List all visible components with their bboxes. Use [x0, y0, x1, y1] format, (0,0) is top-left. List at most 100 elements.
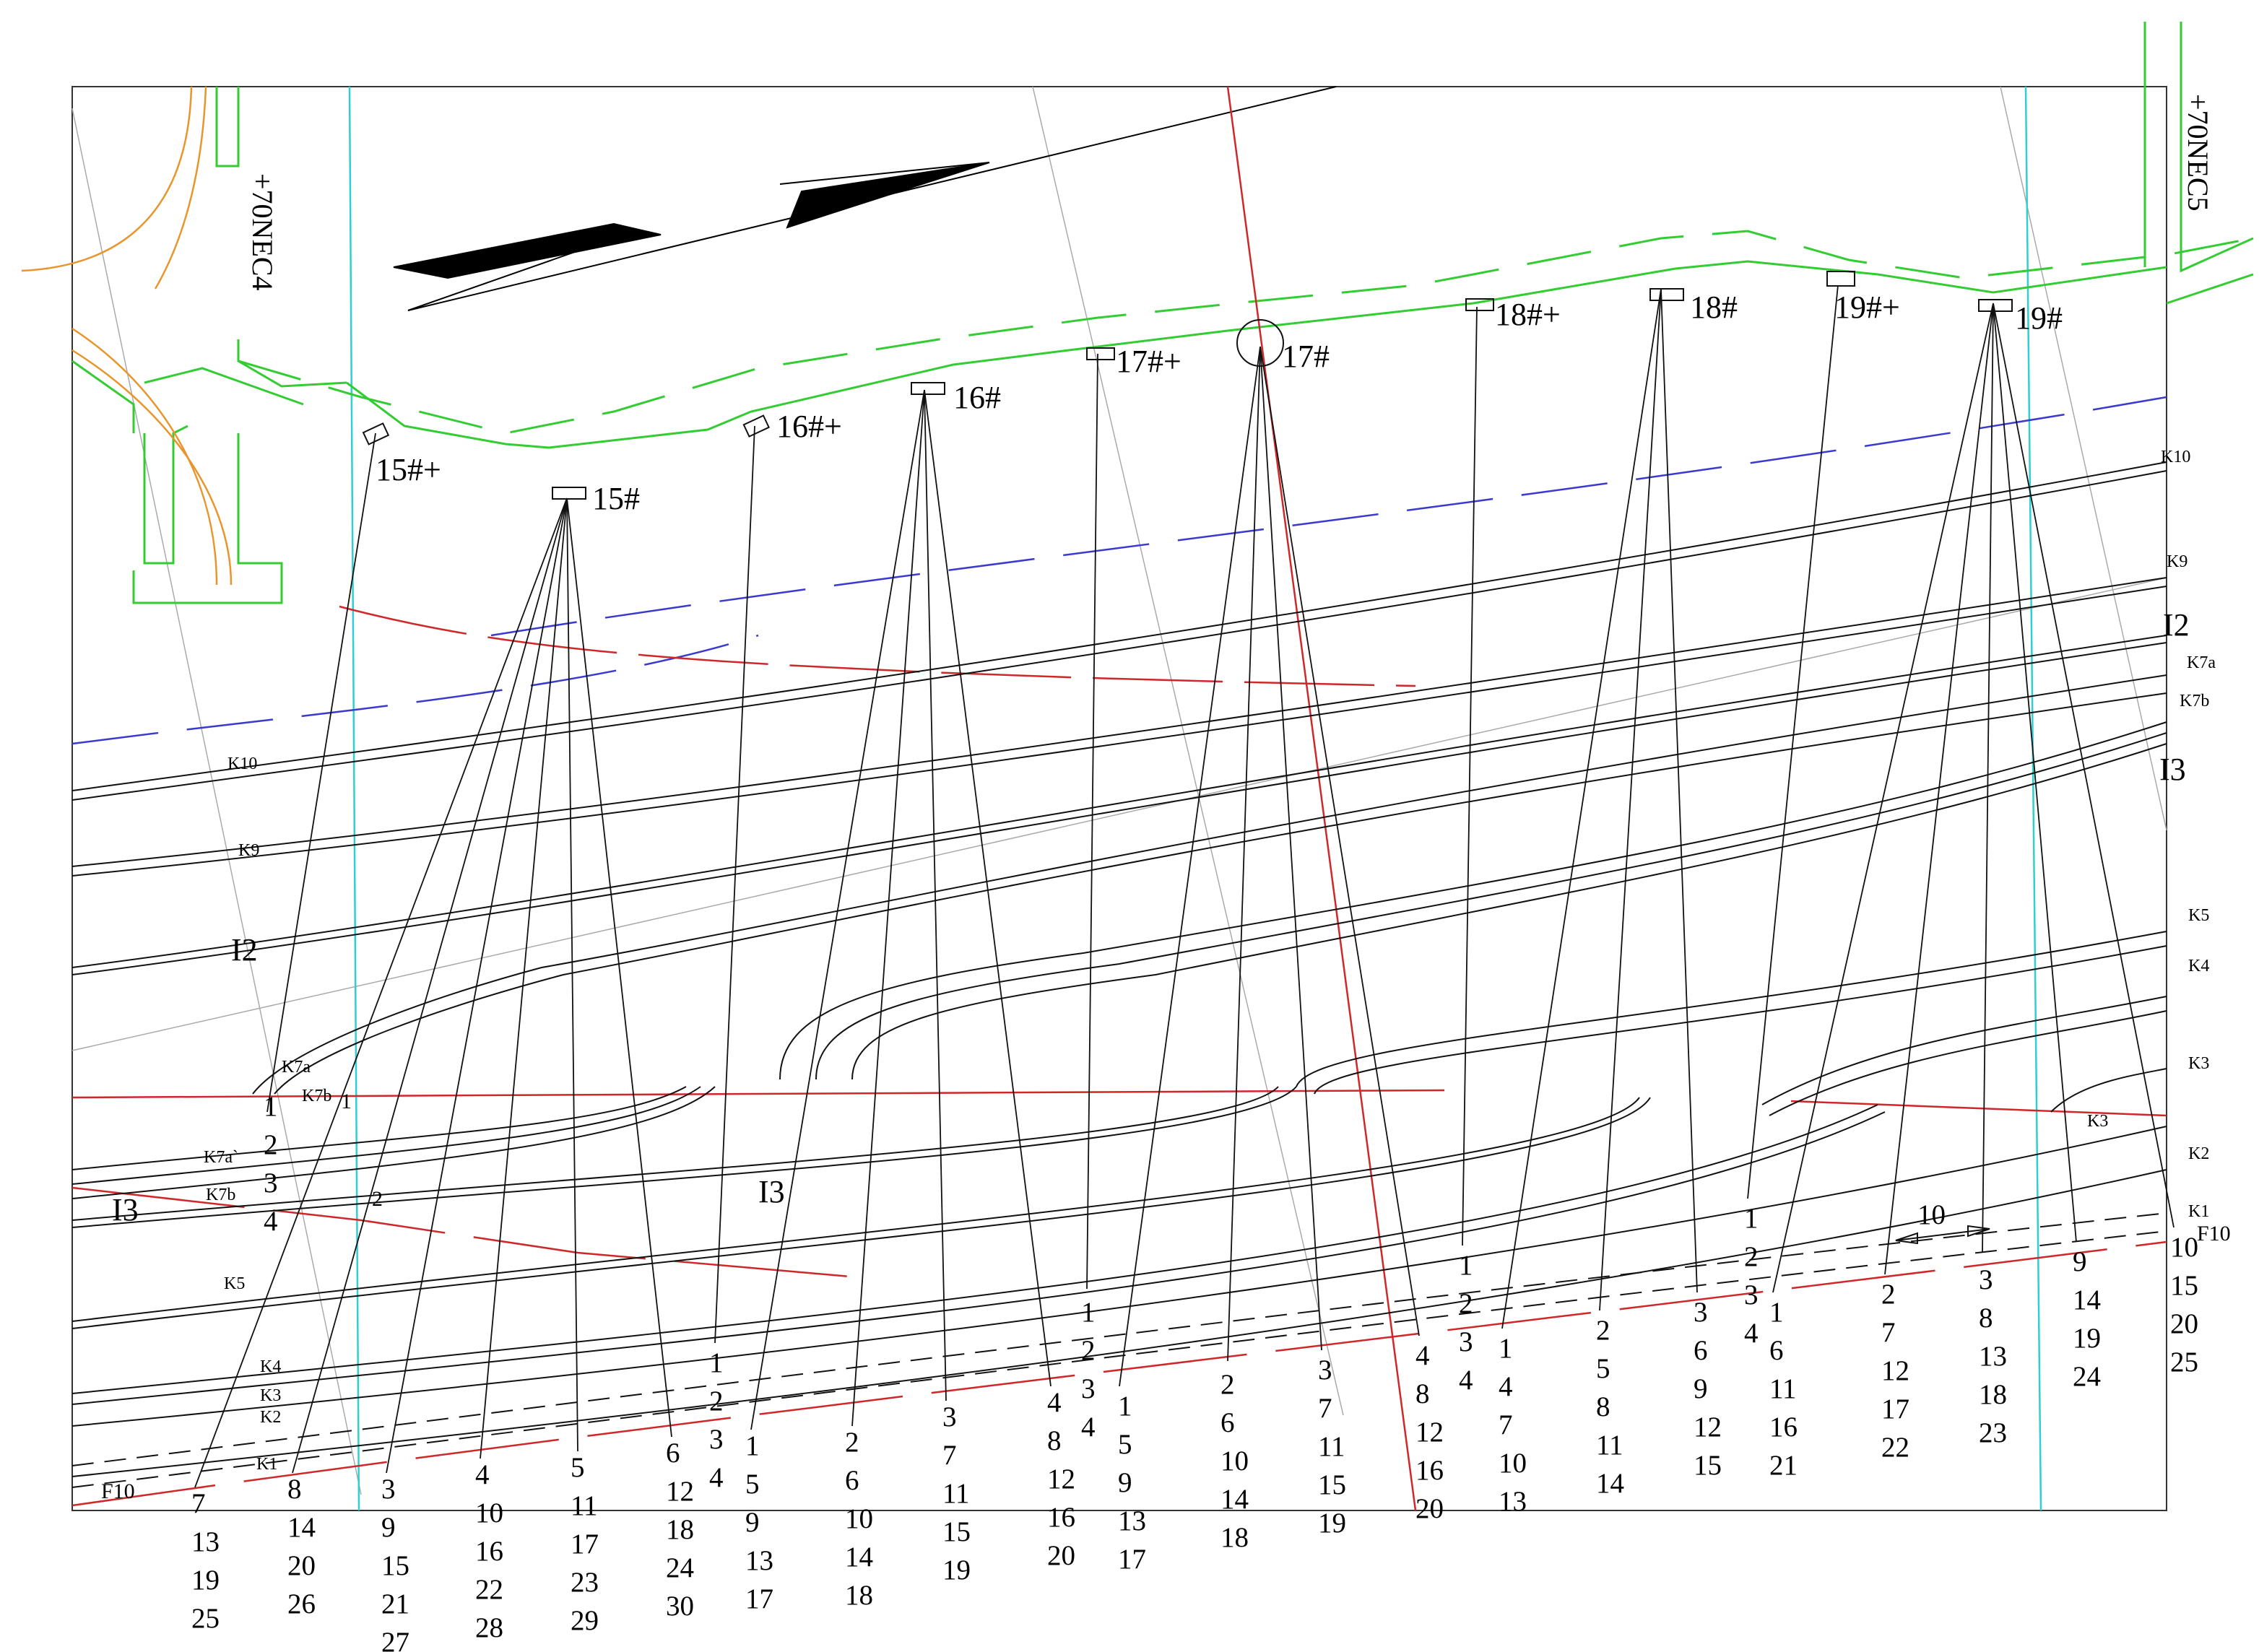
borehole-number: 4	[1744, 1318, 1759, 1349]
borehole-number: 12	[1415, 1417, 1444, 1448]
borehole-number: 4	[475, 1459, 490, 1490]
hole-label: 18#+	[1495, 297, 1561, 332]
borehole-number: 14	[1596, 1468, 1624, 1499]
borehole-number: 3	[1979, 1264, 1993, 1295]
borehole-number: 25	[2170, 1347, 2198, 1378]
cyan-reference-lines	[348, 86, 2042, 1511]
hole-label: 15#	[592, 481, 640, 516]
dimension-mark	[1895, 1225, 1990, 1245]
borehole-lines	[194, 284, 2175, 1488]
borehole-number: 12	[666, 1476, 694, 1507]
borehole-number: 16	[475, 1536, 503, 1567]
borehole-number: 25	[191, 1603, 220, 1634]
borehole-number: 10	[845, 1503, 873, 1534]
borehole-number: 2	[1459, 1288, 1473, 1319]
borehole-number: 9	[381, 1512, 396, 1543]
borehole-number: 2	[1220, 1369, 1235, 1400]
borehole-number: 3	[264, 1168, 278, 1199]
seam-label-left: K9	[238, 841, 259, 860]
borehole-number: 13	[191, 1526, 220, 1557]
borehole-number: 3	[1459, 1326, 1473, 1357]
tunnel-outline	[71, 22, 2254, 604]
borehole-number: 10	[2170, 1232, 2198, 1263]
seam-label-right: K3	[2188, 1054, 2209, 1073]
borehole-number: 7	[942, 1440, 957, 1471]
borehole-number: 9	[1118, 1467, 1132, 1498]
borehole-number: 6	[666, 1438, 680, 1469]
grey-guide-lines	[71, 86, 2167, 1495]
borehole-number: 13	[745, 1545, 773, 1576]
borehole-number: 21	[381, 1588, 409, 1620]
borehole-number: 1	[1081, 1297, 1096, 1328]
borehole-number: 11	[1769, 1373, 1797, 1404]
drawing-frame	[71, 86, 2167, 1511]
borehole-number: 9	[1694, 1373, 1708, 1404]
borehole-number: 20	[2170, 1308, 2198, 1339]
seam-label-right: K5	[2188, 906, 2209, 925]
borehole-number: 13	[1118, 1505, 1146, 1536]
borehole-number: 15	[942, 1516, 971, 1547]
seam-label-k3-inner: K3	[2087, 1112, 2108, 1131]
borehole-number: 4	[709, 1462, 724, 1493]
seam-label-left: K3	[260, 1386, 281, 1405]
hole-label: 18#	[1690, 290, 1738, 325]
borehole-number: 22	[475, 1574, 503, 1605]
seam-label-right: K2	[2188, 1144, 2209, 1163]
hole-label: 16#+	[776, 409, 842, 444]
borehole-number: 5	[571, 1452, 585, 1483]
borehole-number: 17	[745, 1583, 773, 1614]
borehole-number: 6	[1694, 1335, 1708, 1366]
borehole-number: 14	[845, 1542, 873, 1573]
borehole-number: 2	[264, 1129, 278, 1160]
borehole-number: 8	[1047, 1425, 1062, 1456]
borehole-number: 11	[571, 1490, 598, 1521]
borehole-number: 1	[1769, 1297, 1784, 1328]
borehole-number: 7	[1881, 1317, 1896, 1348]
borehole-number: 14	[2073, 1284, 2101, 1316]
borehole-number: 3	[1081, 1373, 1096, 1404]
borehole-number: 18	[845, 1580, 873, 1611]
borehole-number: 17	[1118, 1544, 1146, 1575]
borehole-number: 10	[475, 1497, 503, 1529]
seam-label-right: I3	[2159, 752, 2186, 787]
seam-label-left: K7b	[302, 1087, 331, 1105]
borehole-number: 24	[2073, 1361, 2101, 1392]
borehole-number: 1	[1744, 1203, 1759, 1234]
borehole-number: 7	[1318, 1393, 1332, 1424]
borehole-number: 2	[845, 1427, 859, 1458]
borehole-number: 3	[1318, 1355, 1332, 1386]
borehole-number: 1	[1499, 1333, 1513, 1364]
borehole-number: 15	[2170, 1270, 2198, 1301]
borehole-number: 1	[709, 1347, 724, 1378]
borehole-number: 19	[2073, 1323, 2101, 1354]
borehole-number: 3	[1694, 1297, 1708, 1328]
hole-label: 17#+	[1116, 344, 1181, 379]
hole-label: 19#	[2015, 300, 2063, 336]
seam-label-right: K9	[2167, 552, 2188, 571]
borehole-number: 7	[1499, 1409, 1513, 1440]
borehole-number: 4	[264, 1206, 278, 1237]
borehole-number: 17	[1881, 1394, 1909, 1425]
borehole-number: 2	[1596, 1315, 1610, 1346]
seam-label-left: I3	[758, 1174, 785, 1209]
borehole-number: 12	[1694, 1412, 1722, 1443]
seam-label-right: K7b	[2180, 692, 2209, 710]
borehole-number: 16	[1415, 1455, 1444, 1486]
borehole-number: 4	[1047, 1387, 1062, 1418]
hole-label: 16#	[953, 380, 1001, 415]
borehole-number: 4	[1459, 1365, 1473, 1396]
borehole-number: 19	[1318, 1508, 1346, 1539]
seam-label-left: K4	[260, 1357, 281, 1376]
seam-label-left: K2	[260, 1408, 281, 1427]
borehole-number: 28	[475, 1612, 503, 1643]
borehole-number: 2	[1881, 1279, 1896, 1310]
red-fault-lines	[71, 86, 2167, 1511]
borehole-number: 4	[1081, 1412, 1096, 1443]
borehole-number: 13	[1979, 1341, 2007, 1372]
borehole-number: 6	[845, 1465, 859, 1496]
borehole-number: 3	[709, 1424, 724, 1455]
borehole-number: 9	[2073, 1246, 2087, 1277]
seam-label-right: I2	[2163, 607, 2190, 643]
borehole-number: 11	[1596, 1430, 1623, 1461]
borehole-number: 23	[1979, 1417, 2007, 1448]
